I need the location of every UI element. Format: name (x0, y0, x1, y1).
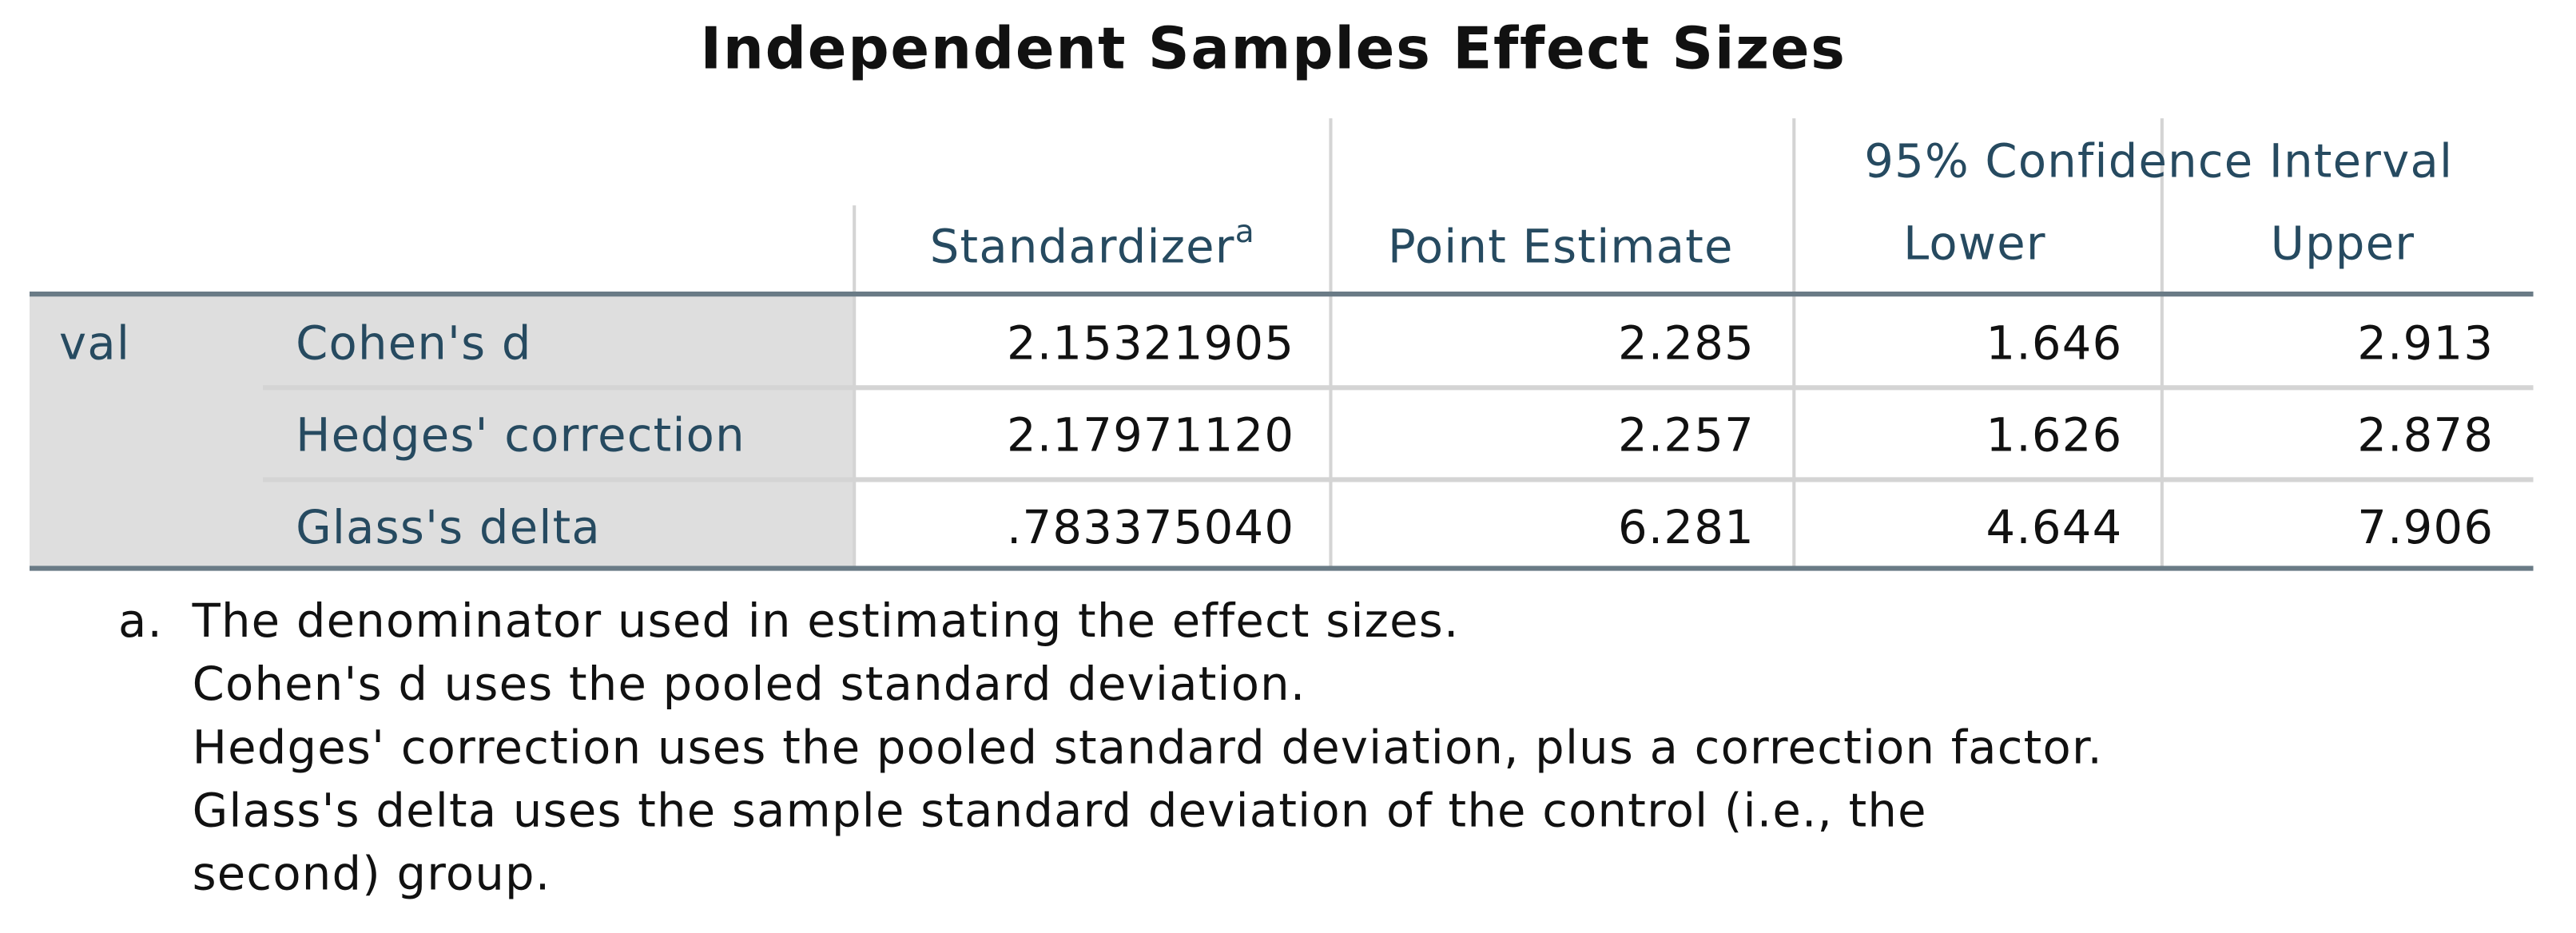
cell-value: 1.646 (1986, 317, 2123, 371)
cell-value: 7.906 (2357, 501, 2494, 554)
label-background (30, 296, 855, 569)
footnote-mark: a. (118, 594, 163, 648)
column-header: Lower (1903, 216, 2046, 270)
variable-label: val (59, 317, 130, 371)
column-header-text: Lower (1903, 216, 2046, 270)
column-header: Upper (2271, 216, 2415, 270)
footnote-line: second) group. (193, 848, 551, 901)
column-header-text: Upper (2271, 216, 2415, 270)
cell-value: 4.644 (1986, 501, 2123, 554)
row-label: Glass's delta (296, 501, 601, 554)
footnote-line: Cohen's d uses the pooled standard devia… (193, 657, 1306, 711)
footnote-line: Glass's delta uses the sample standard d… (193, 784, 1927, 837)
footnote-line: The denominator used in estimating the e… (192, 594, 1460, 648)
table-title: Independent Samples Effect Sizes (700, 14, 1846, 81)
cell-value: 2.15321905 (1007, 317, 1294, 371)
column-header: Standardizera (930, 214, 1255, 274)
cell-value: 2.878 (2357, 409, 2494, 463)
footnote-line: Hedges' correction uses the pooled stand… (193, 721, 2104, 774)
cell-value: .783375040 (1007, 501, 1294, 554)
cell-value: 2.913 (2357, 317, 2494, 371)
cell-value: 2.257 (1618, 409, 1755, 463)
cell-value: 2.285 (1618, 317, 1755, 371)
column-header: Point Estimate (1388, 220, 1734, 273)
column-header-text: Point Estimate (1388, 220, 1734, 273)
row-label: Cohen's d (296, 317, 532, 371)
cell-value: 6.281 (1618, 501, 1755, 554)
column-group-header: 95% Confidence Interval (1864, 134, 2453, 188)
cell-value: 2.17971120 (1007, 409, 1294, 463)
cell-value: 1.626 (1986, 409, 2123, 463)
row-label: Hedges' correction (296, 409, 745, 463)
footnote-marker: a (1235, 214, 1255, 250)
column-header-text: Standardizer (930, 220, 1235, 273)
